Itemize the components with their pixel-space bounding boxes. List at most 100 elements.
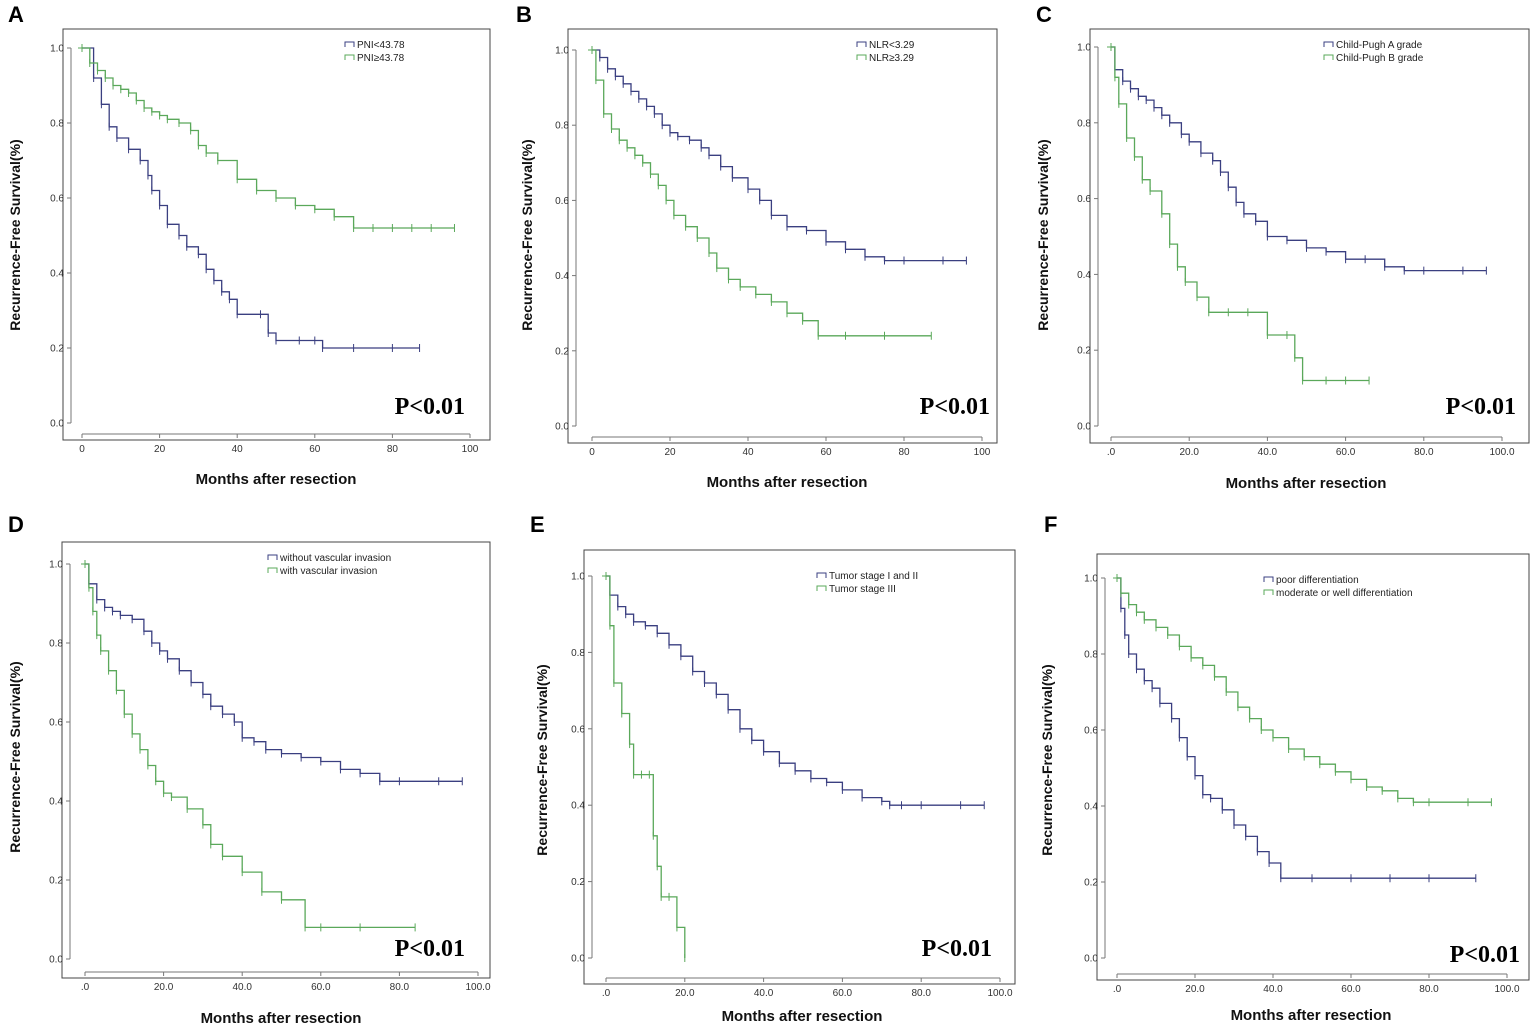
x-tick-label: 80.0 [911, 988, 931, 999]
legend-swatch [1323, 41, 1334, 47]
x-tick-label: 20.0 [1179, 447, 1199, 458]
y-tick-label: 0.6 [49, 718, 63, 729]
panel-a: A 0 20 40 60 80 100 0.0 0.2 0.4 0.6 0.8 1.0 Months a… [0, 0, 505, 500]
y-tick-label: 1.0 [49, 560, 63, 571]
series-line-2 [85, 563, 416, 929]
y-axis-label: Recurrence-Free Survival(%) [519, 139, 535, 330]
y-tick-label: 0.6 [555, 196, 569, 207]
legend-label: NLR≥3.29 [869, 53, 914, 64]
series-line-2 [592, 49, 932, 337]
x-axis-label: Months after resection [1231, 1007, 1392, 1024]
y-tick-label: 0.8 [555, 121, 569, 132]
x-tick-label: .0 [81, 982, 90, 993]
y-tick-label: 0.8 [1077, 118, 1091, 129]
y-tick-label: 0.6 [571, 724, 585, 735]
x-tick-label: 100 [462, 444, 479, 455]
plot-frame [1089, 28, 1530, 444]
y-tick-label: 0.0 [49, 955, 63, 966]
y-axis-label: Recurrence-Free Survival(%) [1035, 139, 1051, 330]
x-tick-label: 40.0 [754, 988, 774, 999]
series-line-2 [1117, 577, 1492, 803]
x-tick-label: 0 [79, 444, 85, 455]
x-tick-label: 60.0 [833, 988, 853, 999]
km-plot-d: .0 20.0 40.0 60.0 80.0 100.0 0.0 0.2 0.4 0.6 0.8 1.… [7, 541, 491, 1027]
y-tick-label: 0.4 [1077, 270, 1091, 281]
x-tick-label: .0 [1113, 984, 1122, 995]
x-tick-label: 80.0 [390, 982, 410, 993]
km-plot-c: .0 20.0 40.0 60.0 80.0 100.0 0.0 0.2 0.4 0.6 0.8 1.… [1035, 28, 1530, 492]
series-line-1 [592, 49, 967, 262]
x-axis-label: Months after resection [196, 471, 357, 488]
x-tick-label: 80.0 [1419, 984, 1439, 995]
panel-e: E .0 20.0 40.0 60.0 80.0 100.0 0.0 0.2 0.4 0.6 0.8… [512, 510, 1017, 1027]
x-axis-label: Months after resection [722, 1008, 883, 1025]
y-tick-label: 0.8 [1084, 650, 1098, 661]
y-tick-label: 1.0 [555, 46, 569, 57]
x-tick-label: 0 [589, 447, 595, 458]
panel-letter: A [8, 2, 24, 27]
legend-label: with vascular invasion [279, 566, 377, 577]
x-tick-label: 40.0 [232, 982, 252, 993]
x-tick-label: 60 [309, 444, 321, 455]
legend-label: Child-Pugh A grade [1336, 40, 1423, 51]
y-tick-label: 1.0 [571, 572, 585, 583]
y-axis-label: Recurrence-Free Survival(%) [7, 139, 23, 330]
y-tick-label: 0.2 [555, 346, 569, 357]
y-axis-label: Recurrence-Free Survival(%) [534, 664, 550, 855]
legend-swatch [267, 567, 278, 573]
y-tick-label: 0.2 [1077, 346, 1091, 357]
x-tick-label: 40 [742, 447, 754, 458]
p-value-annotation: P<0.01 [922, 936, 992, 962]
p-value-annotation: P<0.01 [920, 394, 990, 420]
x-axis-label: Months after resection [201, 1010, 362, 1027]
legend-swatch [1263, 589, 1274, 595]
legend-swatch [856, 41, 867, 47]
x-tick-label: 60.0 [1336, 447, 1356, 458]
panel-letter: E [530, 512, 545, 537]
legend-swatch [344, 41, 355, 47]
y-tick-label: 0.0 [50, 419, 64, 430]
y-tick-label: 1.0 [1077, 43, 1091, 54]
series-line-2 [606, 575, 686, 958]
legend-label: poor differentiation [1276, 575, 1359, 586]
legend-swatch [816, 572, 827, 578]
y-tick-label: 1.0 [50, 44, 64, 55]
y-axis-label: Recurrence-Free Survival(%) [1039, 664, 1055, 855]
x-tick-label: 100 [974, 447, 991, 458]
legend-swatch [267, 554, 278, 560]
y-tick-label: 0.6 [1084, 726, 1098, 737]
y-tick-label: 0.8 [50, 119, 64, 130]
legend-swatch [1323, 54, 1334, 60]
x-tick-label: 80 [898, 447, 910, 458]
series-line-1 [1117, 577, 1476, 879]
y-axis-label: Recurrence-Free Survival(%) [7, 661, 23, 852]
legend-label: PNI<43.78 [357, 40, 405, 51]
y-tick-label: 0.4 [571, 801, 585, 812]
y-tick-label: 0.4 [1084, 802, 1098, 813]
y-tick-label: 0.6 [1077, 194, 1091, 205]
y-tick-label: 0.0 [1084, 954, 1098, 965]
panel-b: B 0 20 40 60 80 100 0.0 0.2 0.4 0.6 0.8 1.0 Months a… [512, 0, 1017, 500]
plot-frame [61, 541, 491, 979]
y-tick-label: 0.6 [50, 194, 64, 205]
y-tick-label: 0.8 [571, 648, 585, 659]
plot-frame [62, 28, 491, 441]
x-tick-label: 60.0 [1341, 984, 1361, 995]
x-tick-label: .0 [1107, 447, 1116, 458]
y-tick-label: 0.4 [50, 269, 64, 280]
x-tick-label: 20.0 [154, 982, 174, 993]
x-tick-label: 100.0 [1494, 984, 1519, 995]
legend-label: NLR<3.29 [869, 40, 915, 51]
legend-swatch [1263, 576, 1274, 582]
legend-label: Tumor stage III [829, 584, 896, 595]
x-tick-label: 40 [232, 444, 244, 455]
x-tick-label: 20.0 [1185, 984, 1205, 995]
x-axis-label: Months after resection [1226, 475, 1387, 492]
series-line-2 [82, 47, 455, 229]
y-tick-label: 0.2 [49, 876, 63, 887]
x-tick-label: 40.0 [1263, 984, 1283, 995]
y-tick-label: 0.2 [1084, 878, 1098, 889]
y-tick-label: 0.0 [555, 422, 569, 433]
series-line-1 [85, 563, 463, 782]
y-tick-label: 0.2 [50, 344, 64, 355]
